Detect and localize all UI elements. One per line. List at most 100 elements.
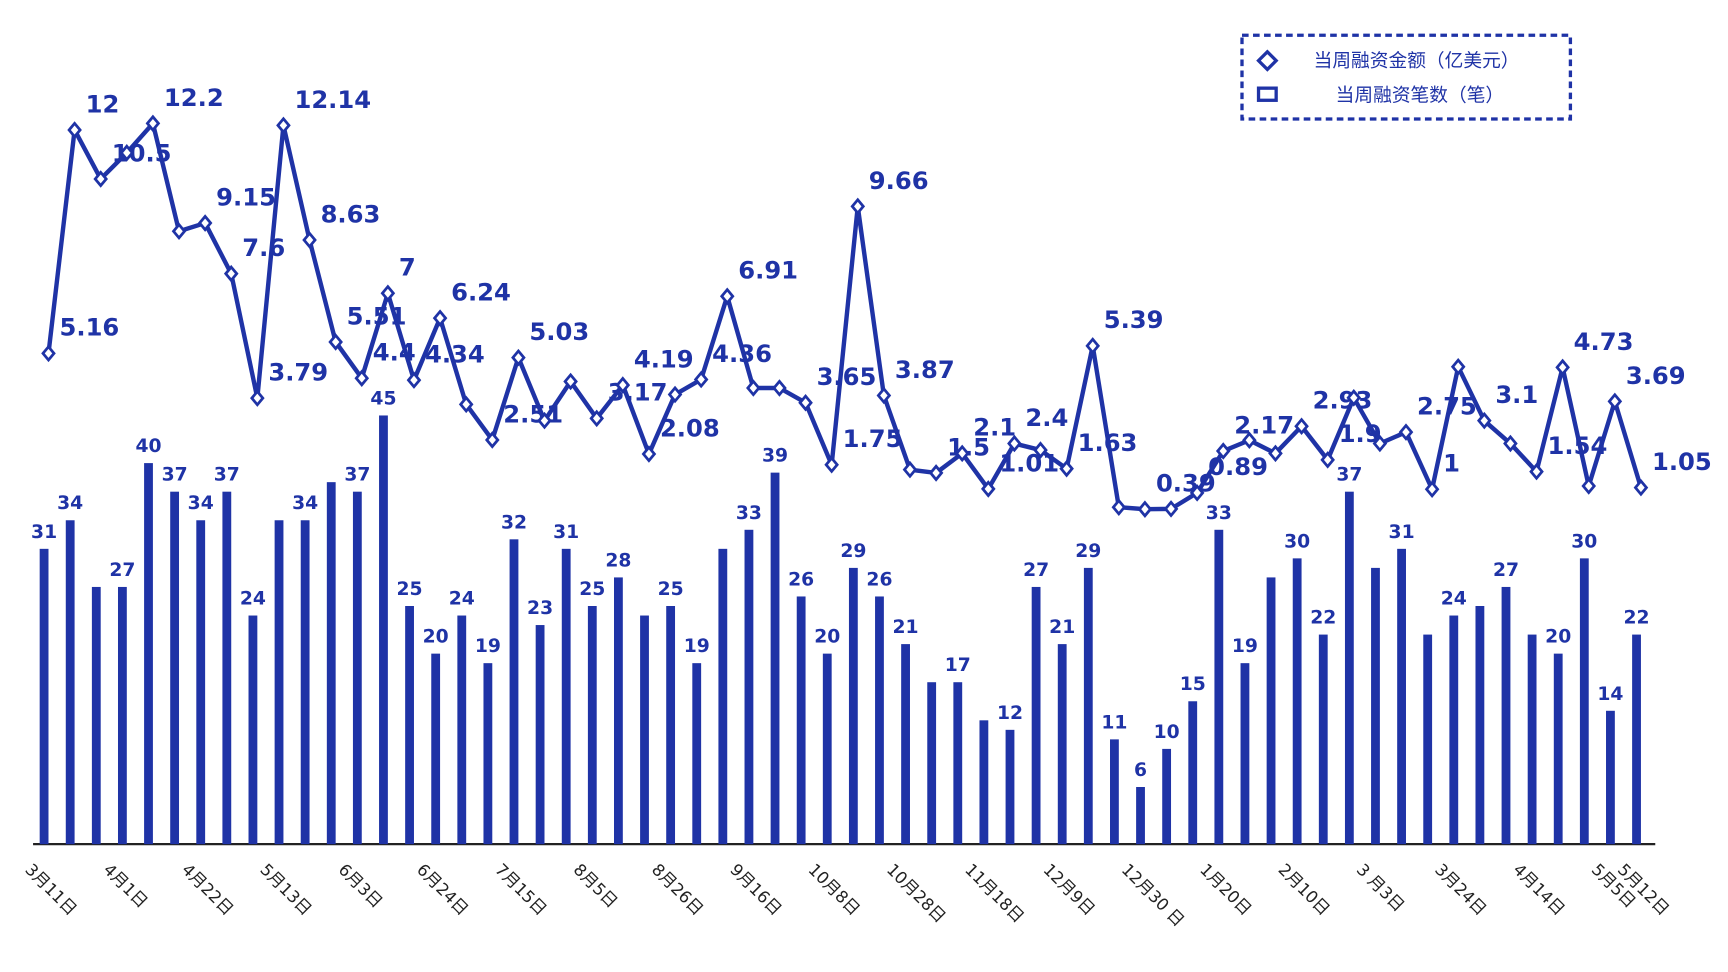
legend-label: 当周融资笔数（笔） xyxy=(1336,85,1504,106)
line-label: 3.17 xyxy=(608,378,668,407)
bar xyxy=(1214,529,1224,845)
line-label: 3.79 xyxy=(268,357,328,386)
bar-label: 37 xyxy=(1336,465,1362,486)
bar xyxy=(352,491,362,845)
line-marker xyxy=(1242,431,1257,450)
line-label: 3.87 xyxy=(895,355,955,384)
bar-label: 21 xyxy=(1049,617,1075,638)
bar xyxy=(1606,710,1615,845)
x-tick-label: 6月24日 xyxy=(413,860,472,919)
x-tick-label: 9月16日 xyxy=(726,860,785,919)
line-marker xyxy=(1085,337,1101,355)
line-marker xyxy=(772,379,787,397)
bar-label: 29 xyxy=(840,541,866,562)
bar-label: 25 xyxy=(397,579,423,600)
line-marker xyxy=(1424,480,1440,499)
bar xyxy=(379,415,388,845)
bar-label: 19 xyxy=(684,636,710,657)
bar-label: 12 xyxy=(997,703,1023,724)
line-marker xyxy=(928,464,944,482)
line-label: 2.4 xyxy=(1025,403,1068,432)
bar xyxy=(901,644,910,845)
x-tick-label: 7月15日 xyxy=(491,860,550,919)
line-marker xyxy=(406,371,422,389)
line-marker xyxy=(954,444,970,463)
bar xyxy=(91,586,101,845)
line-label: 4.19 xyxy=(634,344,694,373)
bar xyxy=(170,491,180,845)
x-tick-label: 4月1日 xyxy=(100,860,152,912)
bar-label: 33 xyxy=(736,503,762,524)
line-marker xyxy=(1059,459,1074,478)
line-marker xyxy=(1033,441,1048,459)
bar xyxy=(248,615,258,845)
bar-label: 39 xyxy=(762,446,788,467)
line-marker xyxy=(1163,500,1179,518)
bar xyxy=(144,463,153,845)
line-marker xyxy=(980,480,996,498)
x-tick-label: 4月22日 xyxy=(178,860,237,919)
line-label: 5.51 xyxy=(347,301,407,330)
bar-label: 34 xyxy=(188,493,214,514)
x-tick-label: 3月11日 xyxy=(21,860,80,919)
bar xyxy=(613,577,623,845)
bar xyxy=(587,606,597,845)
line-label: 1.75 xyxy=(843,424,903,453)
bar xyxy=(927,682,937,845)
line-marker xyxy=(563,372,578,391)
bar xyxy=(483,663,493,845)
bar xyxy=(1110,739,1119,845)
bar-label: 27 xyxy=(1493,560,1519,581)
line-marker xyxy=(67,121,82,139)
bar-label: 31 xyxy=(553,522,579,543)
line-label: 1.54 xyxy=(1548,431,1608,460)
line-marker xyxy=(354,369,370,387)
bar xyxy=(1527,634,1537,845)
bar xyxy=(117,586,127,845)
bar-label: 31 xyxy=(1389,522,1415,543)
line-label: 9.15 xyxy=(216,182,276,211)
line-label: 2.51 xyxy=(503,399,563,428)
bar-label: 32 xyxy=(501,512,527,533)
line-marker xyxy=(1215,442,1231,460)
line-label: 12.2 xyxy=(164,83,224,112)
line-label: 3.69 xyxy=(1626,361,1686,390)
bar-label: 20 xyxy=(1545,627,1571,648)
line-label: 0.89 xyxy=(1208,452,1268,481)
line-label: 5.16 xyxy=(60,313,120,342)
line-label: 5.39 xyxy=(1104,305,1164,334)
bar xyxy=(979,720,989,845)
line-marker xyxy=(876,386,892,405)
bar-label: 34 xyxy=(292,493,318,514)
line-marker xyxy=(276,116,291,135)
line-marker xyxy=(1372,434,1388,453)
line-label: 7 xyxy=(399,253,416,282)
bar-label: 24 xyxy=(240,589,266,610)
bar xyxy=(1266,577,1276,845)
line-marker xyxy=(302,231,317,249)
bar xyxy=(1397,548,1406,845)
line-marker xyxy=(484,431,500,449)
line-label: 0.39 xyxy=(1156,469,1216,498)
bar-label: 20 xyxy=(814,627,840,648)
bar xyxy=(431,653,441,845)
bar-label: 22 xyxy=(1623,608,1649,629)
line-label: 8.63 xyxy=(321,199,381,228)
bar-label: 37 xyxy=(344,465,370,486)
line-marker xyxy=(250,389,265,407)
bar-label: 34 xyxy=(57,493,83,514)
line-marker xyxy=(667,385,683,404)
line-marker xyxy=(719,287,735,305)
x-tick-label: 8月26日 xyxy=(648,860,707,919)
legend-diamond xyxy=(1256,49,1279,72)
bar xyxy=(953,682,963,845)
line-marker xyxy=(1111,498,1127,516)
x-tick-label: 4月14日 xyxy=(1509,860,1568,919)
bar-label: 26 xyxy=(866,569,892,590)
bar-label: 37 xyxy=(214,465,240,486)
line-marker xyxy=(1398,423,1414,441)
line-marker xyxy=(1320,451,1335,469)
line-label: 4.36 xyxy=(712,339,772,368)
line-label: 4.34 xyxy=(425,340,485,369)
line-label: 2.08 xyxy=(660,413,720,442)
